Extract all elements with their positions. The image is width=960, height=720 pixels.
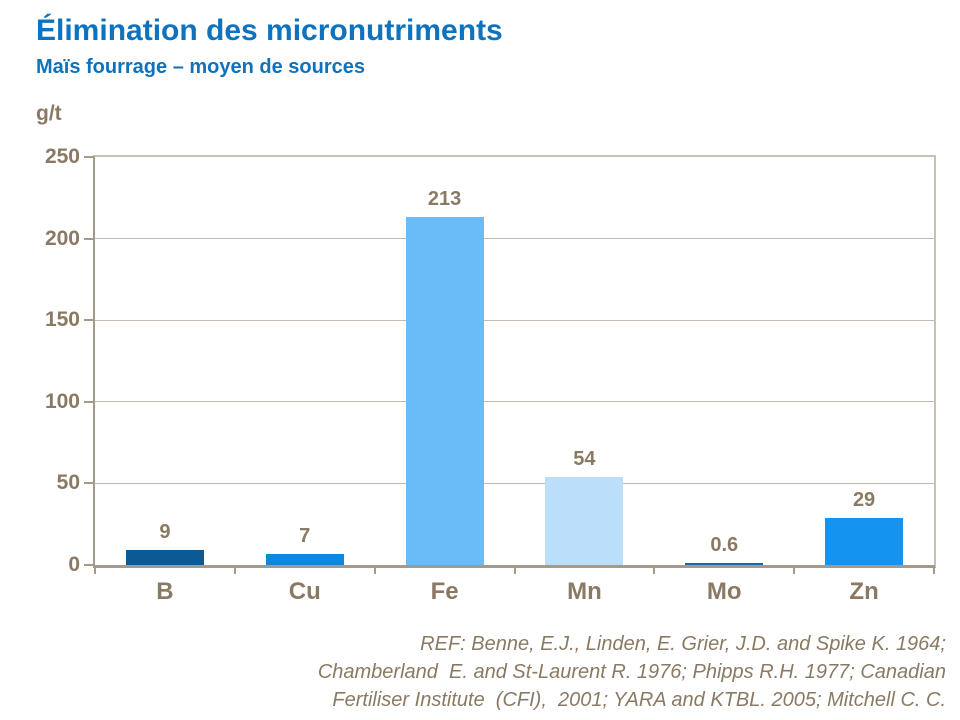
x-axis-label: Mn: [567, 578, 602, 605]
reference-line: Fertiliser Institute (CFI), 2001; YARA a…: [332, 689, 946, 711]
bar-value-label: 213: [427, 188, 462, 211]
x-axis-label: Mo: [706, 578, 742, 605]
x-axis-label: Cu: [288, 578, 321, 605]
x-axis-tick: [933, 565, 935, 574]
y-axis-tick: [84, 156, 93, 158]
page-subtitle: Maïs fourrage – moyen de sources: [36, 56, 366, 78]
y-axis-tick: [84, 564, 93, 566]
gridline: [95, 482, 934, 484]
reference-line: Chamberland E. and St-Laurent R. 1976; P…: [317, 661, 946, 683]
gridline: [95, 319, 934, 321]
y-axis-label: 150: [44, 308, 80, 332]
x-axis-tick: [233, 565, 236, 574]
bar-Cu: [265, 553, 344, 565]
y-axis-tick: [84, 482, 93, 485]
y-axis-label: 200: [44, 226, 80, 250]
x-axis-label: B: [156, 578, 174, 605]
x-axis-tick: [793, 565, 796, 574]
bar-Mo: [685, 563, 764, 565]
gridline: [95, 401, 934, 403]
x-axis-label: Fe: [430, 578, 459, 605]
chart-plot-area: 0 50 100 150 200 250 9 B 7 Cu 213 Fe 54 Mn 0.6 Mo 29 Zn: [45, 146, 936, 605]
bar-B: [125, 550, 204, 565]
bar-value-label: 0.6: [710, 534, 739, 556]
y-axis-label: 250: [44, 145, 80, 168]
bar-value-label: 29: [852, 488, 876, 511]
references-block: REF: Benne, E.J., Linden, E. Grier, J.D.…: [186, 630, 946, 714]
reference-line: REF: Benne, E.J., Linden, E. Grier, J.D.…: [420, 633, 946, 655]
gridline: [95, 238, 934, 240]
y-axis-tick: [84, 400, 93, 403]
bar-value-label: 54: [573, 447, 596, 470]
y-axis-tick: [84, 237, 93, 240]
bar-Fe: [405, 217, 484, 565]
y-axis-label: 0: [68, 553, 80, 576]
x-axis-tick: [513, 565, 516, 574]
x-axis-label: Zn: [849, 578, 879, 605]
x-axis-tick: [373, 565, 376, 574]
y-axis-unit-label: g/t: [36, 102, 62, 125]
x-axis-tick: [653, 565, 656, 574]
x-axis-tick: [94, 565, 96, 574]
y-axis-tick: [84, 319, 93, 322]
page-title: Élimination des micronutriments: [36, 14, 503, 47]
bar-Mn: [545, 476, 624, 565]
bar-value-label: 9: [159, 521, 171, 544]
bar-value-label: 7: [299, 524, 311, 547]
y-axis-label: 100: [44, 389, 80, 413]
bar-Zn: [825, 517, 904, 565]
y-axis-label: 50: [56, 471, 80, 495]
